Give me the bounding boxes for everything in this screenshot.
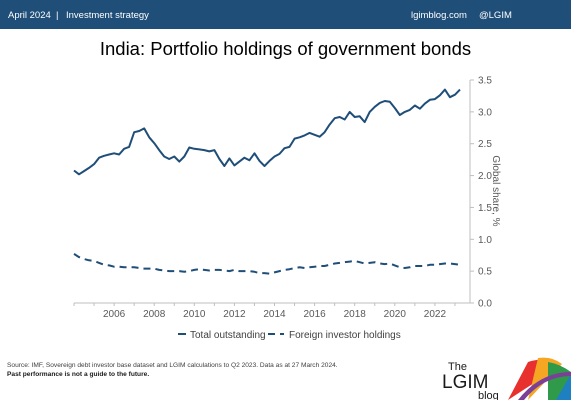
x-tick-label: 2008 [143,309,166,320]
x-tick-label: 2016 [303,309,326,320]
legend: Total outstanding Foreign investor holdin… [178,330,401,341]
source-note: Source: IMF, Sovereign debt investor bas… [7,362,338,369]
x-tick-label: 2018 [344,309,367,320]
footer: Source: IMF, Sovereign debt investor bas… [7,361,338,379]
umbrella-icon [508,357,571,400]
y-tick-label: 1.0 [478,235,492,246]
y-tick-label: 2.0 [478,171,492,182]
report-date: April 2024 [8,10,51,21]
line-chart: 0.0 0.5 1.0 1.5 2.0 2.5 3.0 3.5 2006 2008 2010 2012… [73,76,501,341]
chart-title: India: Portfolio holdings of government … [99,38,472,59]
x-tick-label: 2006 [103,309,126,320]
y-tick-label: 2.5 [478,139,492,150]
series-line-1 [73,88,461,176]
header-separator: | [56,10,59,21]
y-tick-label: 1.5 [478,203,492,214]
twitter-handle[interactable]: @LGIM [479,10,512,21]
logo-name: LGIM [442,372,488,393]
y-axis-label: Global share, % [490,155,501,226]
plot-area: 0.0 0.5 1.0 1.5 2.0 2.5 3.0 3.5 2006 2008 2010 2012… [73,76,492,320]
legend-label-1: Total outstanding [190,330,266,341]
y-tick-label: 0.0 [478,299,492,310]
section-label: Investment strategy [66,10,149,21]
x-tick-label: 2014 [263,309,286,320]
y-tick-label: 0.5 [478,267,492,278]
x-tick-label: 2020 [384,309,407,320]
x-tick-label: 2012 [223,309,246,320]
logo-blog: blog [478,390,499,400]
header-bar: April 2024 | Investment strategy lgimblo… [0,0,571,29]
logo-the: The [448,361,467,373]
site-link[interactable]: lgimblog.com [411,10,467,21]
x-tick-label: 2022 [424,309,447,320]
y-tick-label: 3.0 [478,107,492,118]
legend-label-2: Foreign investor holdings [289,330,401,341]
series-line-2 [73,253,461,275]
disclaimer: Past performance is not a guide to the f… [7,371,150,378]
y-tick-label: 3.5 [478,76,492,87]
x-tick-label: 2010 [183,309,206,320]
